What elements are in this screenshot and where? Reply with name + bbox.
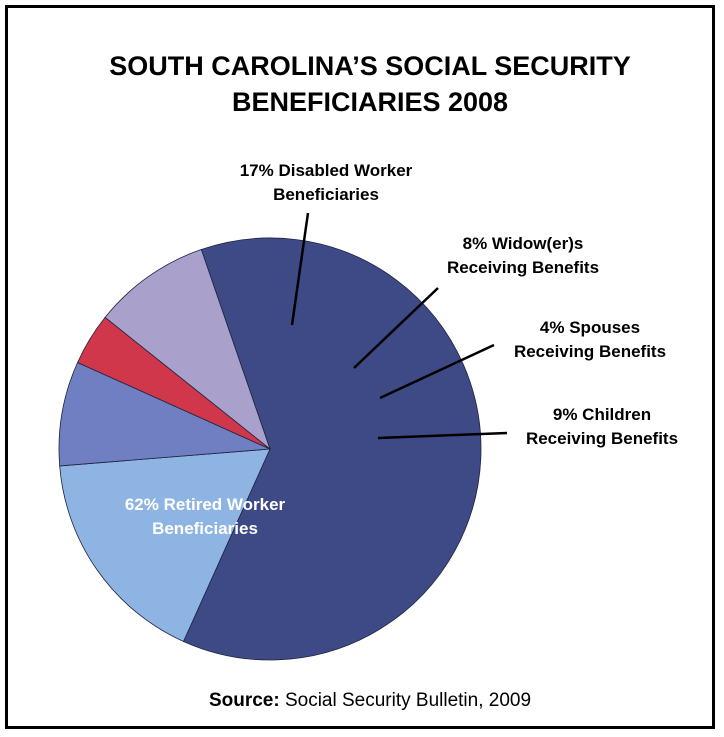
- leader-line-disabled-worker-beneficiaries: [290, 212, 310, 326]
- leader-line-widow-er-s-receiving-benefits: [353, 287, 439, 369]
- slice-label-disabled-worker-beneficiaries: 17% Disabled Worker Beneficiaries: [240, 161, 413, 204]
- source-line: Source: Social Security Bulletin, 2009: [8, 690, 724, 712]
- slice-label-widow-er-s-receiving-benefits: 8% Widow(er)s Receiving Benefits: [447, 234, 599, 277]
- source-label: Source:: [208, 690, 280, 711]
- pie-slice-widow-er-s-receiving-benefits: [58, 361, 271, 467]
- slice-label-retired-worker-beneficiaries: 62% Retired Worker Beneficiaries: [125, 495, 286, 538]
- pie-slice-disabled-worker-beneficiaries: [59, 448, 271, 642]
- slice-label-spouses-receiving-benefits: 4% Spouses Receiving Benefits: [514, 318, 666, 361]
- slice-label-children-receiving-benefits: 9% Children Receiving Benefits: [526, 405, 678, 448]
- source-text: Social Security Bulletin, 2009: [284, 690, 532, 711]
- leader-line-spouses-receiving-benefits: [379, 343, 495, 400]
- chart-title: SOUTH CAROLINA’S SOCIAL SECURITY BENEFIC…: [109, 51, 631, 117]
- pie-slice-retired-worker-beneficiaries: [182, 237, 482, 661]
- pie-slice-children-receiving-benefits: [104, 248, 271, 451]
- leader-line-children-receiving-benefits: [377, 431, 508, 440]
